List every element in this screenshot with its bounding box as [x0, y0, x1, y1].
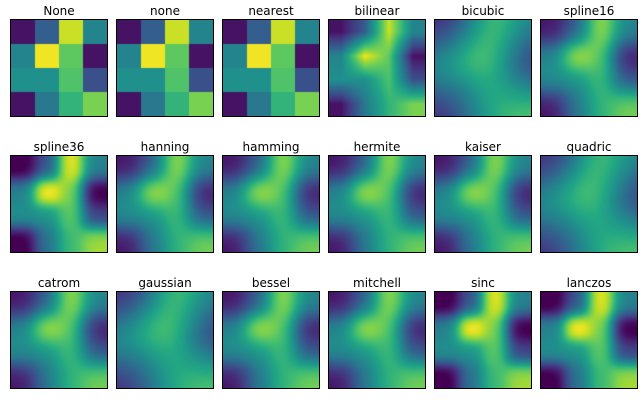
panel-title-none: None	[43, 4, 75, 18]
heatmap-panel-kaiser	[435, 156, 531, 252]
heatmap-panel-spline16	[541, 20, 637, 116]
panel-title-lanczos: lanczos	[566, 276, 612, 290]
panel-title-spline16: spline16	[563, 4, 615, 18]
heatmap-panel-hanning	[117, 156, 213, 252]
panel-title-sinc: sinc	[471, 276, 495, 290]
heatmap-panel-bessel	[223, 292, 319, 388]
panel-title-hamming: hamming	[242, 140, 300, 154]
panel-title-hanning: hanning	[140, 140, 190, 154]
heatmap-panel-spline36	[11, 156, 107, 252]
heatmap-panel-catrom	[11, 292, 107, 388]
heatmap-panel-nearest	[223, 20, 319, 116]
heatmap-panel-mitchell	[329, 292, 425, 388]
panel-title-bilinear: bilinear	[354, 4, 400, 18]
heatmap-panel-none	[117, 20, 213, 116]
heatmap-panel-bilinear	[329, 20, 425, 116]
heatmap-panel-bicubic	[435, 20, 531, 116]
panel-title-spline36: spline36	[33, 140, 85, 154]
heatmap-panel-sinc	[435, 292, 531, 388]
panel-title-catrom: catrom	[37, 276, 81, 290]
panel-title-gaussian: gaussian	[138, 276, 192, 290]
heatmap-panel-quadric	[541, 156, 637, 252]
heatmap-panel-gaussian	[117, 292, 213, 388]
panel-title-bicubic: bicubic	[461, 4, 505, 18]
panel-title-hermite: hermite	[353, 140, 401, 154]
panel-title-bessel: bessel	[251, 276, 291, 290]
panel-title-quadric: quadric	[566, 140, 612, 154]
heatmap-panel-hermite	[329, 156, 425, 252]
panel-title-none: none	[150, 4, 180, 18]
panel-title-kaiser: kaiser	[465, 140, 501, 154]
heatmap-panel-none	[11, 20, 107, 116]
panel-title-nearest: nearest	[248, 4, 294, 18]
heatmap-panel-lanczos	[541, 292, 637, 388]
panel-title-mitchell: mitchell	[353, 276, 401, 290]
heatmap-panel-hamming	[223, 156, 319, 252]
